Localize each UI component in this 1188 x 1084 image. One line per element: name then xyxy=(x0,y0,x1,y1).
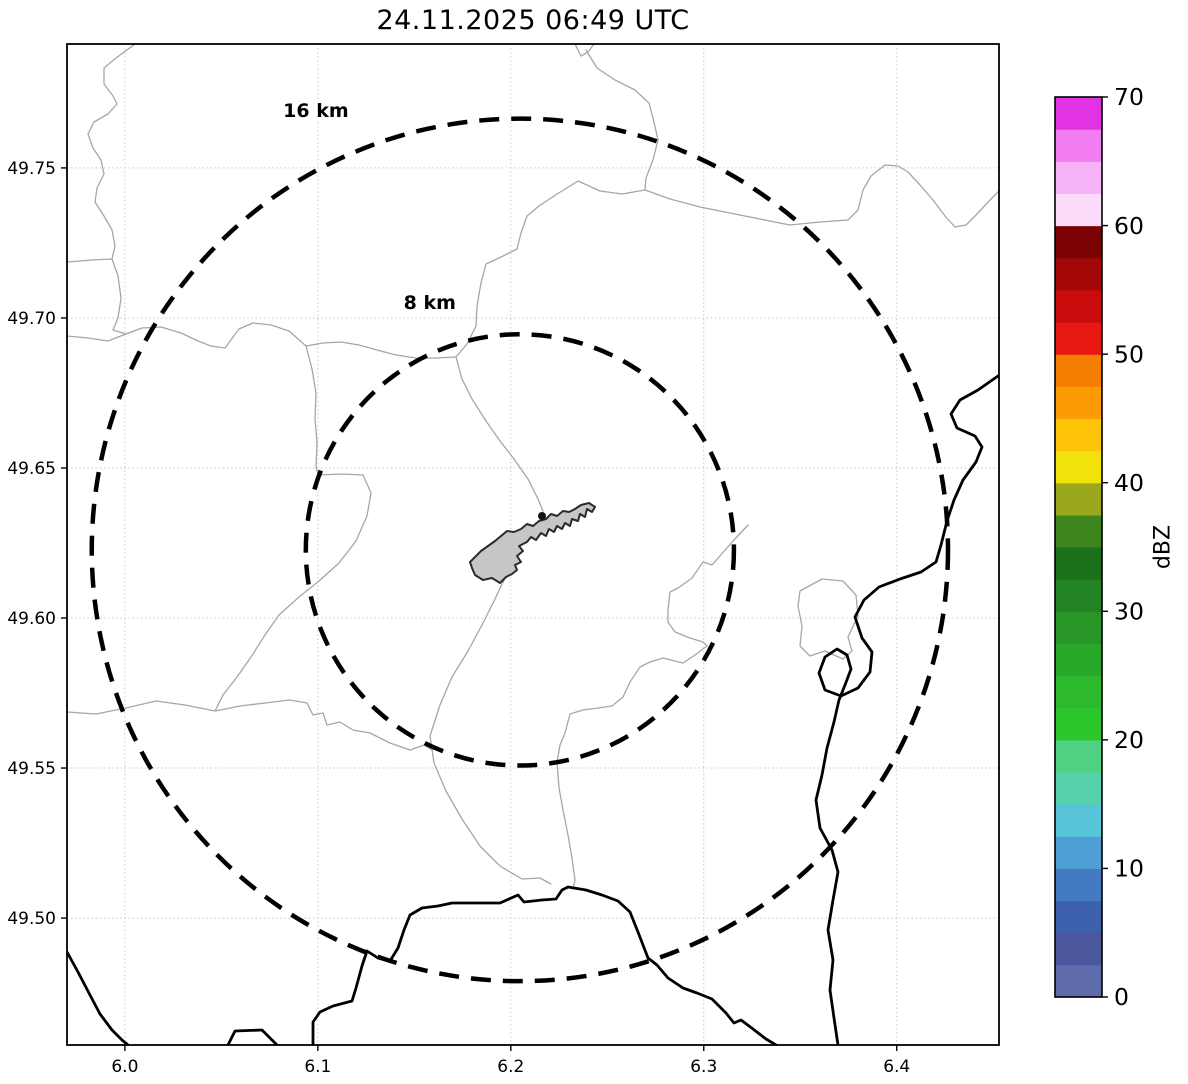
axis-tick-labels: 6.0 6.1 6.2 6.3 6.4 49.50 49.55 49.60 49.65 49.70… xyxy=(7,159,910,1077)
colorbar-tick-label-50: 50 xyxy=(1114,340,1144,368)
plot-title: 24.11.2025 06:49 UTC xyxy=(376,5,690,36)
colorbar-segment-45dBZ xyxy=(1055,386,1102,420)
river-line-13 xyxy=(87,44,136,335)
colorbar-segment-50dBZ xyxy=(1055,322,1102,355)
river-line-14 xyxy=(67,258,113,263)
colorbar-tick-label-20: 20 xyxy=(1114,726,1144,754)
colorbar-tick-label-40: 40 xyxy=(1114,469,1144,497)
map-features xyxy=(67,44,999,1045)
y-tick-label-49.55: 49.55 xyxy=(7,759,56,779)
colorbar-tick-label-30: 30 xyxy=(1114,598,1144,626)
x-tick-label-6.1: 6.1 xyxy=(304,1057,331,1077)
colorbar-segment-37.5dBZ xyxy=(1055,482,1102,516)
range-ring-label-8km: 8 km xyxy=(404,292,456,314)
colorbar-segment-17.5dBZ xyxy=(1055,739,1102,773)
colorbar-segment-47.5dBZ xyxy=(1055,354,1102,387)
river-line-3 xyxy=(455,180,646,358)
colorbar-tick-label-0: 0 xyxy=(1114,983,1129,1011)
colorbar-segment-65dBZ xyxy=(1055,129,1102,162)
y-tick-label-49.50: 49.50 xyxy=(7,909,56,929)
colorbar-segment-2.5dBZ xyxy=(1055,932,1102,966)
colorbar-segment-25dBZ xyxy=(1055,643,1102,677)
x-tick-label-6.0: 6.0 xyxy=(111,1057,138,1077)
colorbar-frame xyxy=(1054,96,1103,998)
colorbar-segment-57.5dBZ xyxy=(1055,225,1102,259)
river-line-8 xyxy=(67,700,216,715)
colorbar-segment-42.5dBZ xyxy=(1055,418,1102,452)
colorbar-axis-label: dBZ xyxy=(1150,524,1176,570)
country-border-line-1 xyxy=(814,374,999,1045)
colorbar-segment-52.5dBZ xyxy=(1055,289,1102,323)
x-tick-label-6.2: 6.2 xyxy=(497,1057,524,1077)
colorbar-tick-label-70: 70 xyxy=(1114,83,1144,111)
range-ring-8km xyxy=(303,332,737,768)
river-line-11 xyxy=(556,524,749,890)
colorbar-ticks: 0 10 20 30 40 50 60 70 xyxy=(1102,83,1144,1011)
y-tick-label-49.75: 49.75 xyxy=(7,159,56,179)
colorbar-segment-27.5dBZ xyxy=(1055,611,1102,645)
plot-frame xyxy=(66,43,1000,1046)
colorbar-tick-label-60: 60 xyxy=(1114,212,1144,240)
colorbar-segment-12.5dBZ xyxy=(1055,804,1102,837)
river-line-9 xyxy=(214,699,433,751)
country-border-line-4 xyxy=(226,1028,279,1045)
river-line-2 xyxy=(585,49,659,191)
colorbar-segment-40dBZ xyxy=(1055,450,1102,484)
river-line-7 xyxy=(214,345,372,712)
axis-ticks xyxy=(61,167,898,1051)
river-line-1 xyxy=(574,44,595,57)
country-border-line-2 xyxy=(311,885,778,1045)
colorbar-segment-62.5dBZ xyxy=(1055,161,1102,195)
river-line-10 xyxy=(429,577,552,885)
radar-site-marker-dot xyxy=(538,512,546,520)
country-border-line-3 xyxy=(67,950,130,1045)
x-tick-label-6.4: 6.4 xyxy=(883,1057,910,1077)
y-tick-label-49.70: 49.70 xyxy=(7,309,56,329)
y-tick-label-49.60: 49.60 xyxy=(7,609,56,629)
colorbar-segment-10dBZ xyxy=(1055,836,1102,870)
gridlines xyxy=(67,44,999,1045)
river-line-6 xyxy=(67,322,457,359)
colorbar-segment-32.5dBZ xyxy=(1055,547,1102,580)
x-tick-label-6.3: 6.3 xyxy=(690,1057,717,1077)
colorbar-segment-20dBZ xyxy=(1055,707,1102,741)
colorbar-segments xyxy=(1055,97,1102,998)
colorbar-segment-0dBZ xyxy=(1055,964,1102,998)
colorbar-segment-22.5dBZ xyxy=(1055,675,1102,709)
y-tick-label-49.65: 49.65 xyxy=(7,459,56,479)
range-ring-16km xyxy=(89,116,951,984)
colorbar-tick-label-10: 10 xyxy=(1114,855,1144,883)
river-line-4 xyxy=(644,164,999,228)
river-line-12 xyxy=(797,578,859,660)
colorbar-segment-5dBZ xyxy=(1055,900,1102,934)
colorbar-segment-15dBZ xyxy=(1055,772,1102,805)
colorbar-segment-35dBZ xyxy=(1055,514,1102,548)
colorbar-segment-7.5dBZ xyxy=(1055,868,1102,902)
colorbar-segment-60dBZ xyxy=(1055,193,1102,227)
range-ring-label-16km: 16 km xyxy=(283,100,349,122)
river-line-5 xyxy=(455,356,544,512)
colorbar-segment-55dBZ xyxy=(1055,257,1102,291)
city-boundary-polygon xyxy=(469,502,596,584)
colorbar-segment-67.5dBZ xyxy=(1055,97,1102,130)
colorbar-segment-30dBZ xyxy=(1055,579,1102,612)
